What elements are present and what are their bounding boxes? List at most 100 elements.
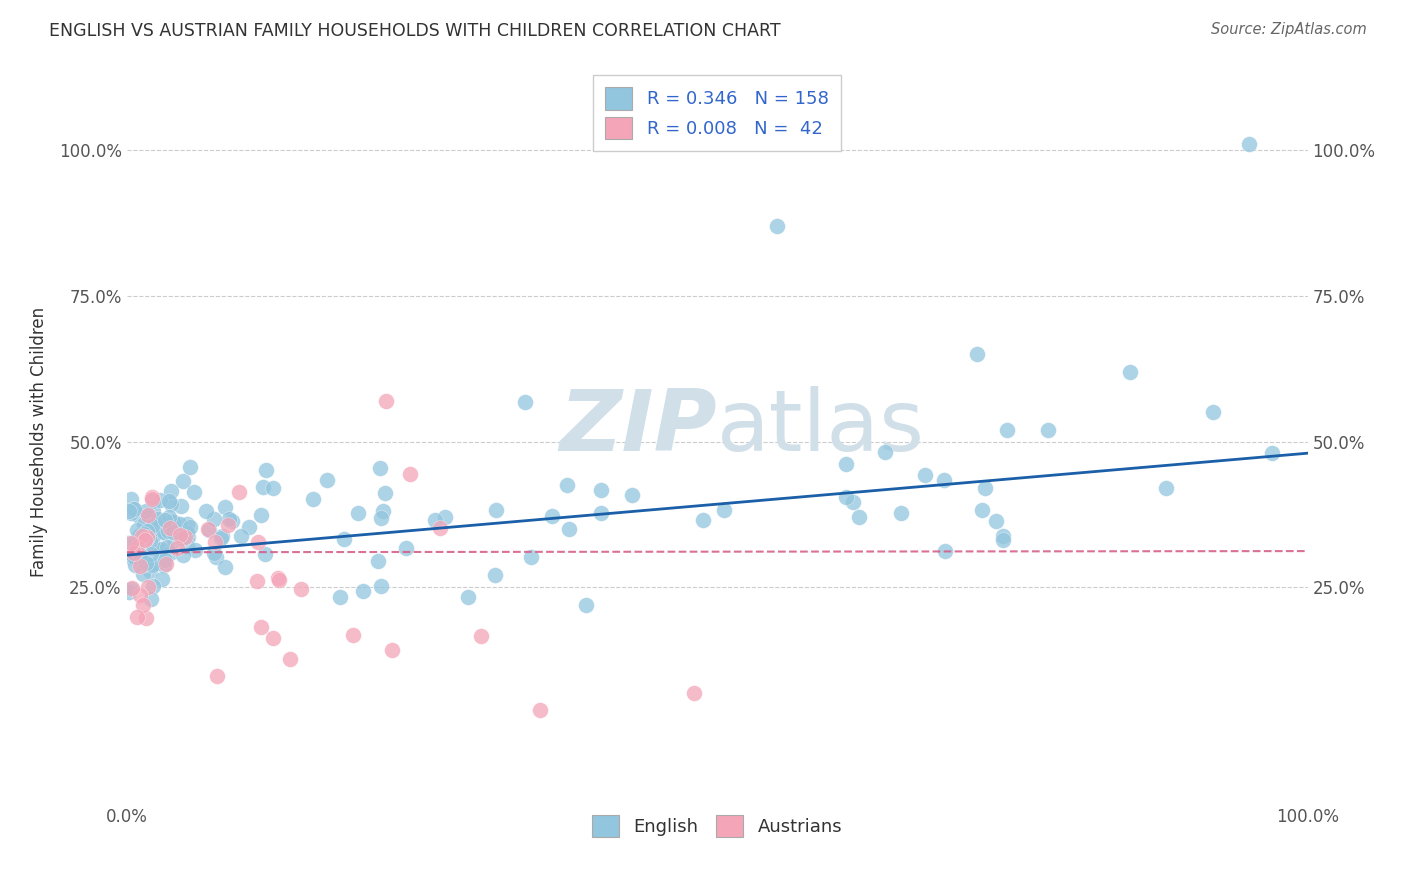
Point: [135, 557, 157, 571]
Point: [253, 547, 276, 561]
Point: [278, 651, 301, 665]
Point: [974, 481, 997, 495]
Point: [169, 527, 191, 541]
Point: [132, 566, 155, 581]
Point: [254, 463, 277, 477]
Point: [457, 590, 479, 604]
Point: [169, 528, 191, 542]
Point: [150, 524, 173, 539]
Point: [352, 584, 374, 599]
Point: [267, 571, 290, 585]
Point: [162, 533, 184, 548]
Point: [329, 590, 352, 604]
Point: [128, 508, 150, 523]
Point: [120, 582, 142, 596]
Point: [157, 524, 180, 538]
Point: [262, 631, 284, 645]
Point: [246, 534, 269, 549]
Point: [170, 500, 193, 514]
Point: [176, 525, 198, 540]
Point: [620, 488, 643, 502]
Point: [173, 532, 195, 546]
Point: [172, 529, 194, 543]
Point: [231, 529, 253, 543]
Point: [513, 395, 536, 409]
Point: [179, 460, 201, 475]
Point: [484, 567, 506, 582]
Point: [148, 542, 170, 557]
Point: [160, 484, 183, 499]
Point: [157, 510, 180, 524]
Point: [125, 609, 148, 624]
Point: [146, 512, 169, 526]
Point: [381, 643, 404, 657]
Point: [177, 530, 200, 544]
Point: [375, 393, 398, 408]
Point: [425, 513, 447, 527]
Point: [142, 516, 165, 531]
Point: [129, 528, 152, 542]
Point: [142, 494, 165, 508]
Point: [205, 669, 228, 683]
Point: [148, 518, 170, 533]
Point: [162, 520, 184, 534]
Point: [346, 507, 368, 521]
Point: [134, 533, 156, 547]
Point: [117, 504, 139, 518]
Point: [433, 509, 456, 524]
Point: [136, 509, 159, 524]
Point: [153, 558, 176, 572]
Point: [214, 560, 236, 574]
Point: [139, 564, 162, 578]
Point: [131, 531, 153, 545]
Point: [692, 513, 714, 527]
Point: [205, 550, 228, 565]
Point: [842, 494, 865, 508]
Point: [150, 541, 173, 556]
Point: [399, 467, 422, 482]
Point: [159, 546, 181, 560]
Point: [134, 558, 156, 572]
Point: [766, 219, 789, 233]
Point: [262, 481, 284, 495]
Point: [986, 514, 1008, 528]
Text: atlas: atlas: [717, 385, 925, 468]
Point: [122, 546, 145, 560]
Point: [124, 549, 146, 564]
Point: [529, 702, 551, 716]
Point: [221, 515, 243, 529]
Point: [124, 558, 146, 572]
Point: [374, 486, 396, 500]
Point: [135, 610, 157, 624]
Point: [160, 497, 183, 511]
Point: [149, 493, 172, 508]
Point: [141, 490, 163, 504]
Point: [157, 494, 180, 508]
Point: [128, 549, 150, 563]
Point: [135, 524, 157, 539]
Point: [121, 502, 143, 516]
Point: [371, 504, 394, 518]
Point: [132, 526, 155, 541]
Point: [120, 506, 142, 520]
Point: [141, 519, 163, 533]
Point: [176, 517, 198, 532]
Point: [134, 516, 156, 531]
Point: [290, 582, 312, 596]
Point: [991, 533, 1014, 547]
Point: [172, 474, 194, 488]
Point: [172, 532, 194, 546]
Point: [395, 541, 418, 555]
Point: [217, 517, 239, 532]
Point: [118, 584, 141, 599]
Point: [370, 579, 392, 593]
Point: [228, 485, 250, 500]
Point: [141, 504, 163, 518]
Point: [174, 529, 197, 543]
Point: [575, 598, 598, 612]
Point: [1261, 446, 1284, 460]
Point: [302, 491, 325, 506]
Point: [139, 516, 162, 530]
Point: [150, 572, 173, 586]
Point: [153, 512, 176, 526]
